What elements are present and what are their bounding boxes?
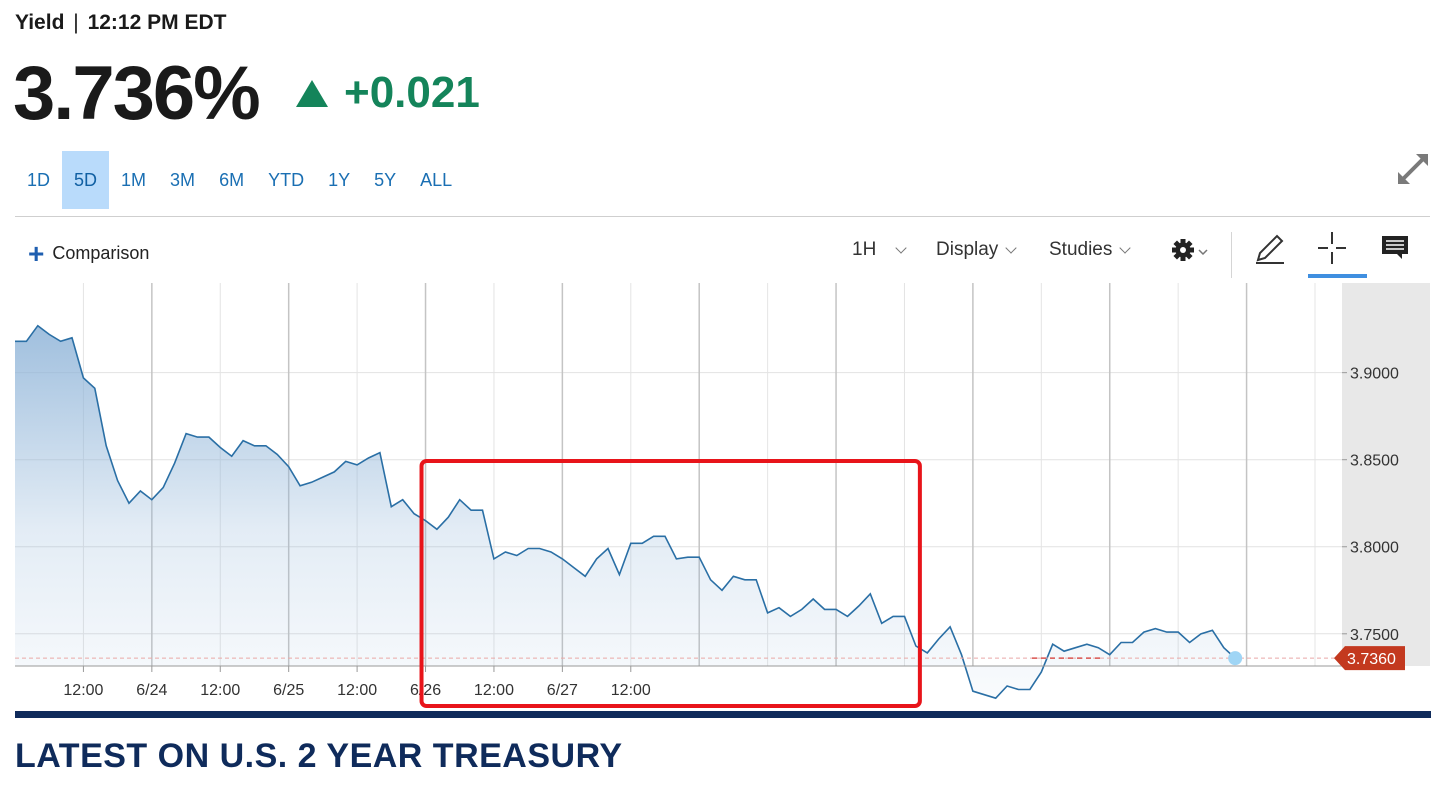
interval-label: 1H xyxy=(852,239,877,260)
y-axis-panel xyxy=(1342,283,1430,666)
range-1y[interactable]: 1Y xyxy=(328,170,351,190)
x-tick-label: 6/27 xyxy=(547,682,578,699)
comparison-label: Comparison xyxy=(52,243,150,263)
range-5y[interactable]: 5Y xyxy=(374,170,397,190)
comment-icon[interactable] xyxy=(1378,230,1418,266)
section-title: LATEST ON U.S. 2 YEAR TREASURY xyxy=(15,737,623,775)
current-price-label: 3.7360 xyxy=(1347,651,1396,668)
highlight-box xyxy=(419,459,922,708)
range-5d[interactable]: 5D xyxy=(62,151,110,209)
x-tick-label: 6/26 xyxy=(410,682,441,699)
y-tick-label: 3.7500 xyxy=(1350,627,1399,644)
studies-label: Studies xyxy=(1049,239,1113,260)
chevron-down-icon xyxy=(1005,242,1017,254)
x-tick-label: 12:00 xyxy=(63,682,103,699)
y-tick-label: 3.8000 xyxy=(1350,540,1399,557)
yield-change: +0.021 xyxy=(296,68,480,118)
y-tick-label: 3.8500 xyxy=(1350,453,1399,470)
x-tick-label: 12:00 xyxy=(337,682,377,699)
current-price-tag xyxy=(1334,646,1405,671)
yield-value: 3.736% xyxy=(13,51,261,136)
area-fill xyxy=(15,325,1236,699)
quote-time: 12:12 PM EDT xyxy=(87,11,227,34)
change-value: +0.021 xyxy=(344,68,480,117)
range-1d[interactable]: 1D xyxy=(27,170,51,190)
studies-dropdown[interactable]: Studies xyxy=(1049,239,1132,261)
chevron-down-icon xyxy=(1119,242,1132,254)
divider xyxy=(15,216,1430,217)
crosshair-icon[interactable] xyxy=(1318,230,1358,266)
up-arrow-icon xyxy=(296,79,328,107)
section-divider xyxy=(15,711,1431,718)
x-tick-label: 6/25 xyxy=(273,682,304,699)
range-6m[interactable]: 6M xyxy=(219,170,245,190)
expand-icon[interactable] xyxy=(1394,150,1432,188)
plus-icon: + xyxy=(28,237,45,269)
pencil-icon[interactable] xyxy=(1250,230,1290,266)
range-all[interactable]: ALL xyxy=(420,170,453,190)
range-ytd[interactable]: YTD xyxy=(268,170,305,190)
interval-dropdown[interactable]: 1H xyxy=(852,239,907,261)
y-tick-label: 3.9000 xyxy=(1350,366,1399,383)
chevron-down-icon xyxy=(895,242,907,254)
toolbar-divider xyxy=(1231,232,1232,278)
last-point-marker xyxy=(1228,651,1243,666)
x-tick-label: 12:00 xyxy=(611,682,651,699)
gear-icon[interactable] xyxy=(1169,230,1217,266)
comparison-button[interactable]: + Comparison xyxy=(28,237,150,269)
x-tick-label: 12:00 xyxy=(474,682,514,699)
range-3m[interactable]: 3M xyxy=(170,170,196,190)
x-tick-label: 6/24 xyxy=(136,682,167,699)
yield-line xyxy=(15,324,1236,700)
x-tick-label: 12:00 xyxy=(200,682,240,699)
quote-label: Yield xyxy=(15,11,65,34)
header-separator: | xyxy=(73,11,79,34)
display-dropdown[interactable]: Display xyxy=(936,239,1017,261)
active-tool-indicator xyxy=(1308,274,1367,278)
range-1m[interactable]: 1M xyxy=(121,170,147,190)
quote-header: Yield | 12:12 PM EDT xyxy=(15,11,226,35)
range-selector: 1D 5D 1M 3M 6M YTD 1Y 5Y ALL xyxy=(15,151,464,209)
display-label: Display xyxy=(936,239,999,260)
